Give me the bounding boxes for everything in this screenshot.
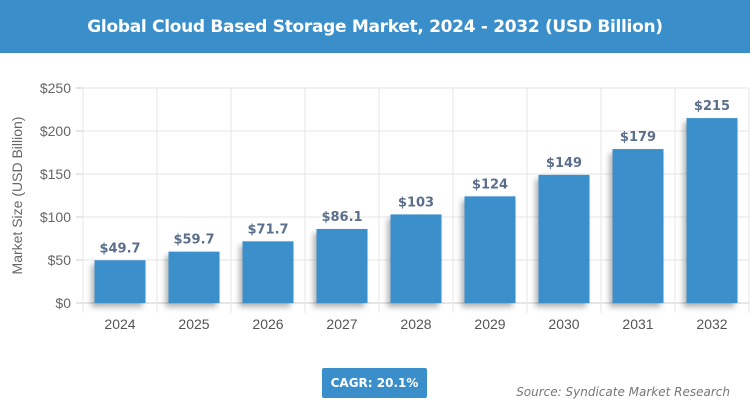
x-tick-label: 2024 [104, 316, 135, 332]
bar [612, 149, 664, 303]
x-tick-label: 2031 [622, 316, 653, 332]
data-label: $124 [472, 177, 508, 192]
y-tick-label: $100 [40, 209, 71, 225]
x-tick-label: 2029 [474, 316, 505, 332]
bar [464, 196, 516, 303]
y-tick-label: $50 [48, 252, 72, 268]
x-tick-label: 2028 [400, 316, 431, 332]
data-label: $86.1 [321, 210, 362, 225]
bar [316, 228, 368, 303]
source-text: Source: Syndicate Market Research [516, 385, 730, 399]
x-tick-label: 2030 [548, 316, 579, 332]
chart-title: Global Cloud Based Storage Market, 2024 … [0, 0, 750, 53]
data-label: $149 [546, 156, 582, 171]
bar [94, 260, 146, 303]
bar [168, 251, 220, 303]
y-axis-label: Market Size (USD Billion) [9, 117, 25, 275]
bar [242, 241, 294, 303]
data-label: $179 [620, 130, 656, 145]
data-label: $59.7 [173, 233, 214, 248]
cagr-badge: CAGR: 20.1% [322, 368, 427, 398]
bar [538, 174, 590, 303]
data-label: $49.7 [99, 241, 140, 256]
data-label: $103 [398, 195, 434, 210]
y-tick-label: $0 [55, 295, 71, 311]
bar [390, 214, 442, 303]
y-tick-label: $250 [40, 80, 71, 96]
x-tick-label: 2027 [326, 316, 357, 332]
y-tick-label: $200 [40, 123, 71, 139]
data-label: $215 [694, 99, 730, 114]
x-tick-label: 2026 [252, 316, 283, 332]
x-tick-label: 2025 [178, 316, 209, 332]
bar [686, 118, 738, 303]
y-tick-label: $150 [40, 166, 71, 182]
x-tick-label: 2032 [696, 316, 727, 332]
data-label: $71.7 [247, 222, 288, 237]
